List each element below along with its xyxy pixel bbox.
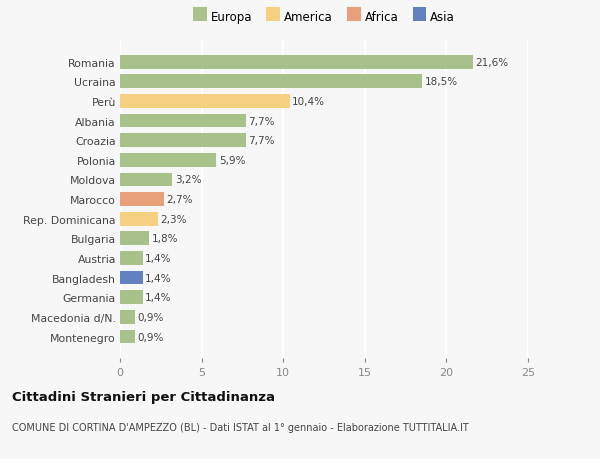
Bar bbox=[120, 291, 143, 304]
Bar bbox=[120, 56, 473, 69]
Text: COMUNE DI CORTINA D'AMPEZZO (BL) - Dati ISTAT al 1° gennaio - Elaborazione TUTTI: COMUNE DI CORTINA D'AMPEZZO (BL) - Dati … bbox=[12, 422, 469, 432]
Bar bbox=[120, 134, 245, 148]
Text: 0,9%: 0,9% bbox=[137, 332, 164, 342]
Text: 5,9%: 5,9% bbox=[219, 156, 245, 166]
Bar bbox=[120, 193, 164, 207]
Text: 18,5%: 18,5% bbox=[424, 77, 457, 87]
Text: Cittadini Stranieri per Cittadinanza: Cittadini Stranieri per Cittadinanza bbox=[12, 390, 275, 403]
Text: 1,4%: 1,4% bbox=[145, 253, 172, 263]
Text: 10,4%: 10,4% bbox=[292, 97, 325, 107]
Bar bbox=[120, 330, 134, 344]
Legend: Europa, America, Africa, Asia: Europa, America, Africa, Asia bbox=[188, 6, 460, 28]
Text: 1,8%: 1,8% bbox=[152, 234, 178, 244]
Text: 1,4%: 1,4% bbox=[145, 273, 172, 283]
Bar bbox=[120, 232, 149, 246]
Bar bbox=[120, 75, 422, 89]
Text: 21,6%: 21,6% bbox=[475, 57, 508, 67]
Text: 7,7%: 7,7% bbox=[248, 136, 275, 146]
Bar bbox=[120, 114, 245, 128]
Bar bbox=[120, 95, 290, 109]
Bar bbox=[120, 154, 216, 168]
Text: 2,7%: 2,7% bbox=[167, 195, 193, 205]
Text: 7,7%: 7,7% bbox=[248, 116, 275, 126]
Bar bbox=[120, 271, 143, 285]
Text: 3,2%: 3,2% bbox=[175, 175, 201, 185]
Bar bbox=[120, 213, 158, 226]
Bar bbox=[120, 252, 143, 265]
Bar bbox=[120, 310, 134, 324]
Text: 1,4%: 1,4% bbox=[145, 292, 172, 302]
Text: 0,9%: 0,9% bbox=[137, 312, 164, 322]
Text: 2,3%: 2,3% bbox=[160, 214, 187, 224]
Bar bbox=[120, 173, 172, 187]
